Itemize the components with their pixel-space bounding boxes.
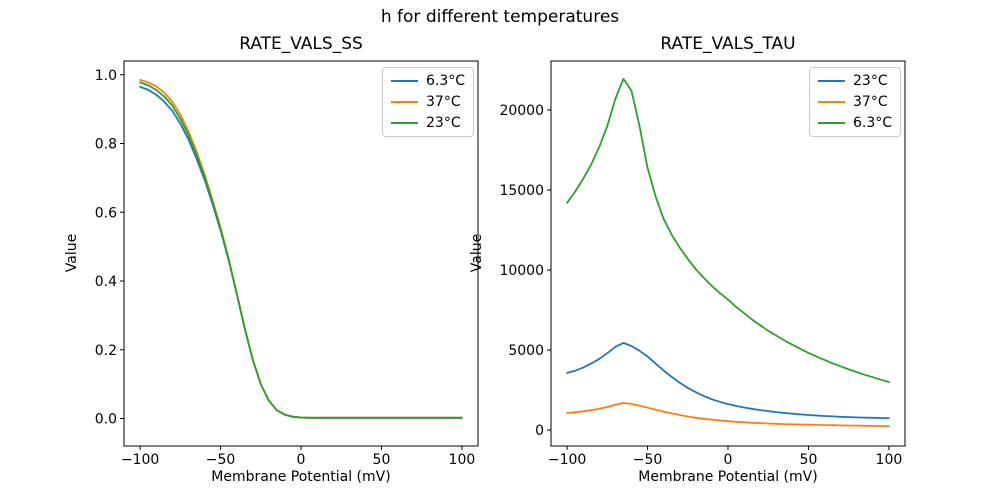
right-plot-title: RATE_VALS_TAU: [660, 34, 796, 54]
legend-label: 6.3°C: [426, 73, 466, 89]
series-line-23-C: [566, 341, 890, 420]
y-tick-label: 5000: [508, 343, 544, 359]
y-tick-label: 0.2: [95, 343, 117, 359]
y-tick-label: 0.6: [95, 205, 117, 221]
y-tick-label: 0.4: [95, 274, 117, 290]
legend-line-sample: [818, 80, 845, 82]
legend-label: 23°C: [426, 115, 461, 131]
y-tick-label: 15000: [499, 183, 544, 199]
axes-spines: [550, 60, 906, 447]
series-line-6-3-C: [566, 77, 890, 383]
y-tick-label: 0: [535, 423, 544, 439]
legend-entry: 23°C: [818, 73, 892, 89]
figure-suptitle: h for different temperatures: [380, 7, 620, 27]
x-tick-label: −50: [206, 452, 236, 468]
x-tick-label: 0: [724, 452, 733, 468]
legend-entry: 37°C: [391, 94, 465, 110]
left-plot-xlabel: Membrane Potential (mV): [211, 469, 391, 485]
left-plot-ylabel: Value: [64, 233, 80, 273]
legend-entry: 37°C: [818, 94, 892, 110]
left-plot-legend: 6.3°C 37°C 23°C: [382, 67, 475, 137]
x-tick-label: 100: [449, 452, 476, 468]
x-tick-label: 0: [297, 452, 306, 468]
legend-label: 37°C: [426, 94, 461, 110]
y-tick-label: 0.0: [95, 412, 117, 428]
x-tick-label: −50: [633, 452, 663, 468]
x-tick-label: 50: [800, 452, 818, 468]
legend-entry: 6.3°C: [818, 115, 892, 131]
x-tick-label: −100: [548, 452, 586, 468]
y-tick-label: 10000: [499, 263, 544, 279]
legend-entry: 6.3°C: [391, 73, 465, 89]
legend-label: 23°C: [853, 73, 888, 89]
legend-label: 6.3°C: [853, 115, 893, 131]
legend-line-sample: [391, 101, 418, 103]
x-tick-label: 50: [373, 452, 391, 468]
right-plot-legend: 23°C 37°C 6.3°C: [809, 67, 902, 137]
series-line-37-C: [566, 402, 890, 428]
y-tick-label: 0.8: [95, 137, 117, 153]
y-tick-label: 1.0: [95, 68, 117, 84]
x-tick-label: −100: [121, 452, 159, 468]
legend-label: 37°C: [853, 94, 888, 110]
right-plot-ylabel: Value: [469, 233, 485, 273]
legend-line-sample: [391, 80, 418, 82]
legend-line-sample: [818, 101, 845, 103]
legend-entry: 23°C: [391, 115, 465, 131]
x-tick-label: 100: [876, 452, 903, 468]
left-plot-title: RATE_VALS_SS: [239, 34, 363, 54]
series-line-23-C: [139, 81, 463, 419]
right-plot-xlabel: Membrane Potential (mV): [638, 469, 818, 485]
legend-line-sample: [391, 122, 418, 124]
axes-spines: [123, 60, 479, 447]
y-tick-label: 20000: [499, 103, 544, 119]
legend-line-sample: [818, 122, 845, 124]
